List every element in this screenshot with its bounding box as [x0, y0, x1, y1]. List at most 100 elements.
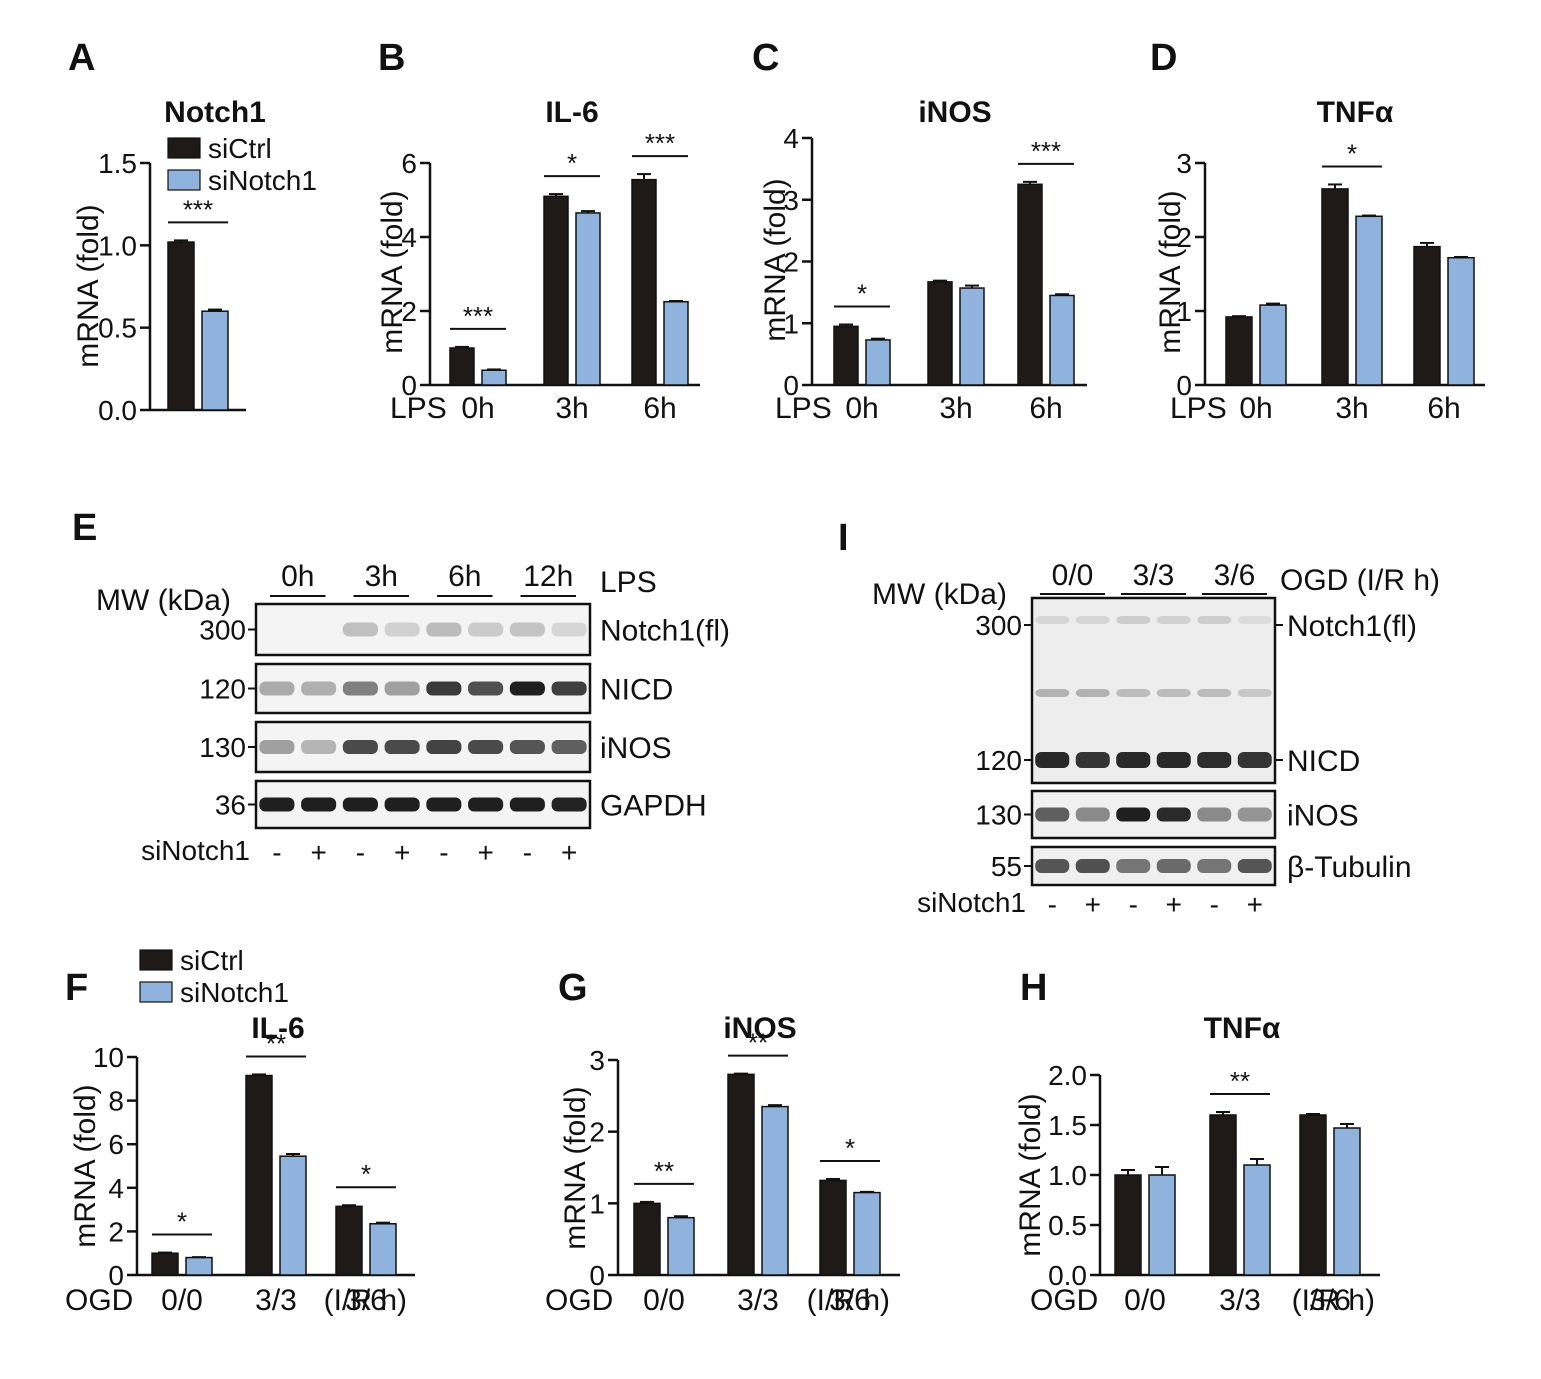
- bar-siNotch1: [575, 212, 601, 386]
- y-tick-label: 1: [1176, 296, 1192, 327]
- band: [1035, 752, 1070, 768]
- band: [1116, 752, 1151, 768]
- band: [1197, 689, 1232, 697]
- y-tick-label: 2: [108, 1216, 124, 1247]
- lane-sign: -: [439, 837, 448, 868]
- time-group-label: 3/3: [1133, 559, 1175, 592]
- band: [1156, 859, 1191, 873]
- time-group-label: 0/0: [1052, 559, 1094, 592]
- bar-siCtrl: [1114, 1174, 1142, 1276]
- x-tick-label: 6h: [643, 392, 676, 425]
- significance-label: ***: [183, 194, 213, 224]
- bar-siNotch1: [1333, 1127, 1361, 1276]
- lane-sign: +: [1166, 889, 1182, 920]
- y-tick-label: 2: [783, 247, 799, 278]
- panel-label: A: [68, 37, 95, 79]
- band: [426, 797, 462, 812]
- bar-siNotch1: [1243, 1164, 1271, 1276]
- band: [551, 681, 587, 696]
- chart-title: iNOS: [723, 1012, 796, 1045]
- y-tick-label: 1.5: [98, 148, 137, 179]
- lane-sign: +: [561, 837, 577, 868]
- significance-label: ***: [463, 301, 493, 331]
- y-tick-label: 4: [108, 1173, 124, 1204]
- band: [509, 622, 545, 637]
- band: [1197, 807, 1232, 822]
- bar-siCtrl: [819, 1179, 847, 1276]
- bar-siCtrl: [335, 1205, 363, 1276]
- row-label: GAPDH: [600, 790, 707, 823]
- band: [384, 622, 420, 637]
- y-tick-label: 0.0: [1048, 1260, 1087, 1291]
- y-tick-label: 0: [401, 370, 417, 401]
- legend-swatch-siNotch1: [139, 981, 173, 1003]
- si-label: siNotch1: [141, 835, 250, 866]
- y-axis-label: mRNA (fold): [559, 1086, 592, 1249]
- row-label: Notch1(fl): [600, 615, 730, 648]
- x-tick-label: 3/6: [345, 1284, 387, 1317]
- y-tick-label: 0: [1176, 370, 1192, 401]
- band: [1035, 807, 1070, 822]
- bar-siNotch1: [185, 1256, 213, 1276]
- band: [468, 797, 504, 812]
- lane-sign: +: [1247, 889, 1263, 920]
- band: [342, 797, 378, 812]
- band: [1075, 616, 1110, 624]
- y-tick-label: 10: [93, 1042, 124, 1073]
- panel-label: B: [378, 37, 405, 79]
- treatment-label: OGD (I/R h): [1280, 564, 1440, 597]
- band: [1197, 616, 1232, 624]
- x-tick-label: 3h: [555, 392, 588, 425]
- band: [1237, 807, 1272, 822]
- bar-siCtrl: [245, 1074, 273, 1276]
- significance-label: *: [361, 1159, 371, 1189]
- treatment-label: LPS: [600, 566, 657, 599]
- mw-marker: 300: [975, 610, 1022, 641]
- lane-sign: -: [272, 837, 281, 868]
- band: [301, 740, 337, 754]
- band: [551, 797, 587, 812]
- y-tick-label: 4: [401, 222, 417, 253]
- y-tick-label: 2: [401, 296, 417, 327]
- x-axis-prefix: OGD: [65, 1284, 133, 1317]
- x-tick-label: 3/6: [829, 1284, 871, 1317]
- mw-marker: 55: [991, 851, 1022, 882]
- y-axis-label: mRNA (fold): [72, 204, 105, 367]
- lane-sign: +: [310, 837, 326, 868]
- chart-title: TNFα: [1204, 1012, 1281, 1045]
- mw-header: MW (kDa): [872, 578, 1007, 611]
- bar-siCtrl: [1413, 245, 1441, 386]
- band: [468, 740, 504, 754]
- x-tick-label: 0/0: [161, 1284, 203, 1317]
- mw-header: MW (kDa): [96, 584, 231, 617]
- bar-siCtrl: [1209, 1114, 1237, 1276]
- lane-sign: +: [477, 837, 493, 868]
- band: [342, 681, 378, 696]
- blot-block-main: [1030, 596, 1277, 785]
- lane-sign: -: [1048, 889, 1057, 920]
- y-axis-label: mRNA (fold): [759, 178, 792, 341]
- band: [1156, 807, 1191, 822]
- chart-F: F IL-6 mRNA (fold)0 2 4 6 8 10 0/0 3/3 3/6 OGD (I/R …: [65, 967, 415, 1317]
- mw-marker: 300: [199, 615, 246, 646]
- band: [1075, 689, 1110, 697]
- band: [426, 622, 462, 637]
- row-label: Notch1(fl): [1287, 610, 1417, 643]
- mw-marker: 120: [199, 674, 246, 705]
- x-tick-label: 0h: [461, 392, 494, 425]
- band: [426, 681, 462, 696]
- panel-label: D: [1150, 37, 1177, 79]
- significance-label: **: [748, 1028, 768, 1058]
- blot-e: E MW (kDa) 0h 3h 6h 12h LPS 300 Notch1(fl) 120 NIC…: [72, 507, 730, 868]
- legend-label-siNotch1: siNotch1: [180, 977, 289, 1008]
- lane-sign: -: [356, 837, 365, 868]
- significance-label: ***: [645, 128, 675, 158]
- y-tick-label: 1: [589, 1188, 605, 1219]
- chart-title: iNOS: [918, 96, 991, 129]
- bar-siCtrl: [1225, 316, 1253, 386]
- band: [1156, 752, 1191, 768]
- legend-label-siCtrl: siCtrl: [208, 133, 272, 164]
- y-tick-label: 1: [783, 308, 799, 339]
